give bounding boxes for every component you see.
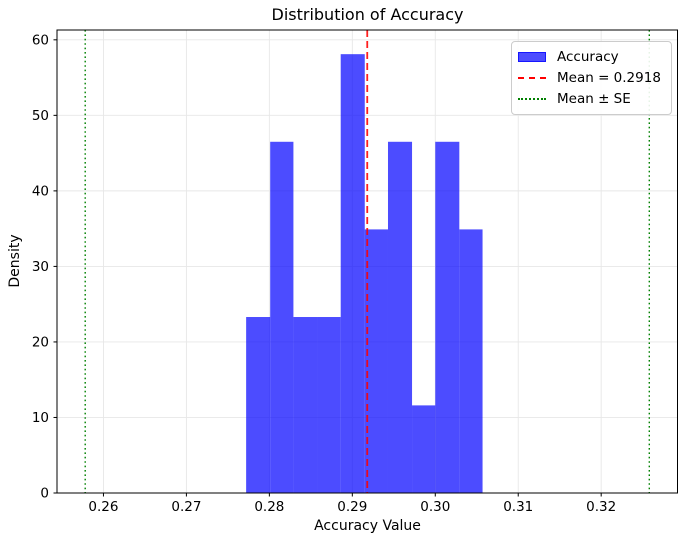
histogram-bar — [412, 405, 436, 493]
legend-item-se: Mean ± SE — [518, 88, 664, 109]
x-tick-label: 0.29 — [337, 499, 367, 515]
x-axis-label: Accuracy Value — [314, 518, 421, 534]
chart-title: Distribution of Accuracy — [271, 5, 464, 24]
legend: Accuracy Mean = 0.2918 Mean ± SE — [511, 41, 672, 115]
histogram-bar — [459, 229, 483, 494]
y-tick-label: 50 — [32, 108, 49, 124]
plot-border — [56, 29, 678, 494]
histogram-bar — [435, 141, 460, 493]
legend-label: Mean = 0.2918 — [557, 69, 661, 86]
y-tick-label: 40 — [32, 183, 49, 199]
histogram-bar — [340, 54, 365, 494]
legend-item-accuracy: Accuracy — [518, 46, 664, 67]
histogram-bar — [317, 317, 341, 493]
histogram-bar — [387, 141, 413, 493]
x-tick-label: 0.28 — [254, 499, 284, 515]
x-tick-label: 0.31 — [503, 499, 533, 515]
y-axis-ticks — [53, 39, 57, 494]
y-tick-label: 10 — [32, 410, 49, 426]
legend-item-mean: Mean = 0.2918 — [518, 67, 664, 88]
x-tick-label: 0.27 — [171, 499, 201, 515]
histogram-bar — [293, 317, 318, 493]
y-tick-label: 60 — [32, 32, 49, 48]
y-tick-label: 20 — [32, 334, 49, 350]
histogram-bars — [246, 54, 483, 494]
x-axis-ticks — [102, 493, 602, 497]
legend-patch-icon — [518, 51, 546, 62]
y-tick-label: 0 — [40, 486, 49, 502]
histogram-bar — [246, 317, 271, 493]
x-tick-label: 0.26 — [88, 499, 118, 515]
x-tick-labels: 0.26 0.27 0.28 0.29 0.30 0.31 0.32 — [88, 499, 616, 515]
legend-label: Mean ± SE — [557, 90, 631, 107]
histogram-bar — [364, 229, 388, 494]
x-tick-label: 0.32 — [586, 499, 616, 515]
legend-label: Accuracy — [557, 48, 619, 65]
legend-dotted-line-icon — [518, 97, 546, 100]
y-tick-label: 30 — [32, 259, 49, 275]
y-tick-labels: 0 10 20 30 40 50 60 — [32, 32, 49, 501]
legend-dashed-line-icon — [518, 76, 546, 79]
histogram-bar — [270, 141, 294, 493]
x-tick-label: 0.30 — [420, 499, 450, 515]
